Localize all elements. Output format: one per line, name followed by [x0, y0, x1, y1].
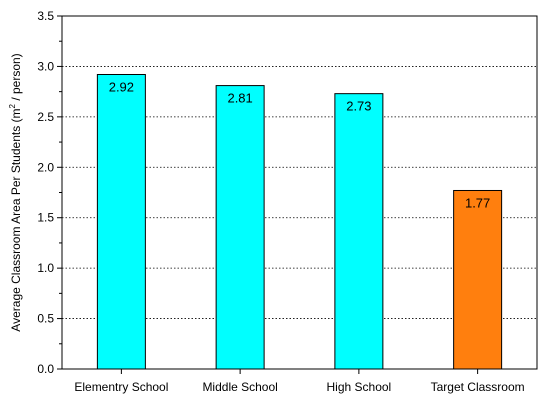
y-tick-label: 1.5	[37, 211, 54, 225]
bar	[96, 73, 146, 370]
y-tick-label: 3.0	[37, 59, 54, 73]
x-tick-label: High School	[327, 380, 392, 394]
y-tick-label: 0.5	[37, 312, 54, 326]
y-tick-label: 1.0	[37, 261, 54, 275]
y-tick-label: 2.0	[37, 160, 54, 174]
bars	[96, 73, 503, 370]
y-axis-title-main: Average Classroom Area Per Students (m	[9, 108, 23, 331]
bar-value-label: 2.92	[109, 79, 134, 94]
x-axis: Elementry School Middle School High School…	[74, 369, 525, 394]
y-axis-title-superscript: 2	[8, 103, 17, 108]
bar	[215, 85, 265, 370]
bar-value-label: 1.77	[465, 195, 490, 210]
y-axis-title-tail: / person)	[9, 53, 23, 104]
y-axis: 0.0 0.5 1.0 1.5 2.0 2.5 3.0 3.5	[37, 9, 62, 376]
y-axis-title: Average Classroom Area Per Students (m2 …	[8, 53, 23, 331]
bar	[453, 189, 503, 370]
y-tick-label: 2.5	[37, 110, 54, 124]
bar	[334, 93, 384, 370]
data-labels: 2.92 2.81 2.73 1.77	[109, 79, 491, 210]
x-tick-label: Middle School	[202, 380, 277, 394]
x-tick-label: Target Classroom	[431, 380, 525, 394]
y-tick-label: 0.0	[37, 362, 54, 376]
bar-value-label: 2.73	[346, 99, 371, 114]
x-tick-label: Elementry School	[74, 380, 168, 394]
y-tick-label: 3.5	[37, 9, 54, 23]
bar-value-label: 2.81	[227, 91, 252, 106]
